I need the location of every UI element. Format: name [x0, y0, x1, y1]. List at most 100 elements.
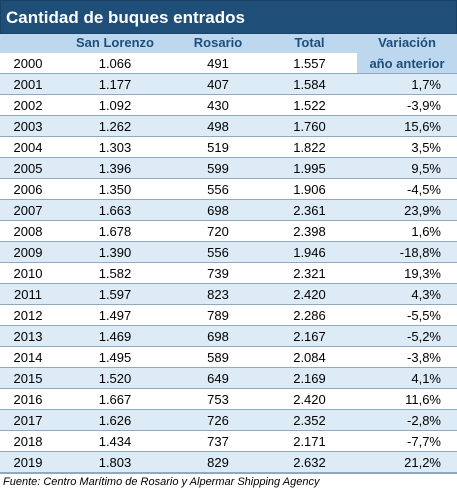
table-row: 2007 1.663 698 2.361 23,9%	[0, 199, 457, 221]
cell-rosario: 698	[174, 325, 262, 347]
cell-san-lorenzo: 1.177	[56, 73, 174, 95]
cell-year: 2012	[0, 304, 56, 326]
cell-total: 1.822	[262, 136, 357, 158]
table-row: 2017 1.626 726 2.352 -2,8%	[0, 409, 457, 431]
table-row: 2009 1.390 556 1.946 -18,8%	[0, 241, 457, 263]
cell-san-lorenzo: 1.390	[56, 241, 174, 263]
cell-rosario: 720	[174, 220, 262, 242]
table-row: 2001 1.177 407 1.584 1,7%	[0, 73, 457, 95]
cell-san-lorenzo: 1.678	[56, 220, 174, 242]
cell-san-lorenzo: 1.303	[56, 136, 174, 158]
data-table: San Lorenzo Rosario Total Variación 2000…	[0, 34, 457, 473]
table-row: 2012 1.497 789 2.286 -5,5%	[0, 304, 457, 326]
cell-year: 2016	[0, 388, 56, 410]
header-san-lorenzo: San Lorenzo	[56, 34, 174, 53]
cell-rosario: 737	[174, 430, 262, 452]
cell-rosario: 823	[174, 283, 262, 305]
header-total: Total	[262, 34, 357, 53]
table-row: 2000 1.066 491 1.557 año anterior	[0, 53, 457, 74]
cell-rosario: 726	[174, 409, 262, 431]
table-title: Cantidad de buques entrados	[0, 0, 457, 34]
cell-year: 2004	[0, 136, 56, 158]
cell-rosario: 829	[174, 451, 262, 473]
table-row: 2003 1.262 498 1.760 15,6%	[0, 115, 457, 137]
cell-total: 2.084	[262, 346, 357, 368]
table-row: 2016 1.667 753 2.420 11,6%	[0, 388, 457, 410]
cell-rosario: 498	[174, 115, 262, 137]
cell-variacion: 19,3%	[357, 262, 457, 284]
header-variacion-line2: año anterior	[357, 53, 457, 74]
cell-variacion: -18,8%	[357, 241, 457, 263]
cell-year: 2000	[0, 53, 56, 74]
cell-san-lorenzo: 1.667	[56, 388, 174, 410]
cell-san-lorenzo: 1.396	[56, 157, 174, 179]
cell-variacion: -5,5%	[357, 304, 457, 326]
cell-san-lorenzo: 1.495	[56, 346, 174, 368]
table-row: 2011 1.597 823 2.420 4,3%	[0, 283, 457, 305]
header-year	[0, 34, 56, 53]
cell-rosario: 649	[174, 367, 262, 389]
cell-variacion: -3,9%	[357, 94, 457, 116]
cell-year: 2018	[0, 430, 56, 452]
cell-year: 2003	[0, 115, 56, 137]
cell-year: 2015	[0, 367, 56, 389]
cell-rosario: 753	[174, 388, 262, 410]
table-row: 2018 1.434 737 2.171 -7,7%	[0, 430, 457, 452]
cell-year: 2002	[0, 94, 56, 116]
cell-total: 1.760	[262, 115, 357, 137]
table-row: 2015 1.520 649 2.169 4,1%	[0, 367, 457, 389]
cell-san-lorenzo: 1.582	[56, 262, 174, 284]
cell-variacion: 1,7%	[357, 73, 457, 95]
cell-rosario: 407	[174, 73, 262, 95]
cell-variacion: 9,5%	[357, 157, 457, 179]
cell-total: 2.352	[262, 409, 357, 431]
cell-rosario: 519	[174, 136, 262, 158]
cell-total: 2.361	[262, 199, 357, 221]
cell-total: 2.398	[262, 220, 357, 242]
cell-variacion: 3,5%	[357, 136, 457, 158]
cell-year: 2005	[0, 157, 56, 179]
cell-year: 2001	[0, 73, 56, 95]
cell-year: 2013	[0, 325, 56, 347]
table-row: 2005 1.396 599 1.995 9,5%	[0, 157, 457, 179]
table-row: 2004 1.303 519 1.822 3,5%	[0, 136, 457, 158]
cell-rosario: 491	[174, 53, 262, 74]
cell-variacion: 15,6%	[357, 115, 457, 137]
cell-variacion: 4,3%	[357, 283, 457, 305]
header-row: San Lorenzo Rosario Total Variación	[0, 34, 457, 53]
cell-san-lorenzo: 1.434	[56, 430, 174, 452]
cell-variacion: -2,8%	[357, 409, 457, 431]
cell-san-lorenzo: 1.092	[56, 94, 174, 116]
cell-variacion: -3,8%	[357, 346, 457, 368]
cell-san-lorenzo: 1.597	[56, 283, 174, 305]
header-variacion: Variación	[357, 34, 457, 53]
cell-total: 2.321	[262, 262, 357, 284]
cell-variacion: 21,2%	[357, 451, 457, 473]
source-note: Fuente: Centro Marítimo de Rosario y Alp…	[0, 473, 457, 490]
cell-year: 2007	[0, 199, 56, 221]
cell-year: 2008	[0, 220, 56, 242]
cell-total: 1.522	[262, 94, 357, 116]
cell-total: 1.995	[262, 157, 357, 179]
cell-rosario: 599	[174, 157, 262, 179]
cell-rosario: 556	[174, 178, 262, 200]
cell-total: 1.557	[262, 53, 357, 74]
table-row: 2008 1.678 720 2.398 1,6%	[0, 220, 457, 242]
table-body: 2000 1.066 491 1.557 año anterior 2001 1.177 40…	[0, 53, 457, 473]
cell-variacion: -5,2%	[357, 325, 457, 347]
cell-rosario: 430	[174, 94, 262, 116]
cell-year: 2019	[0, 451, 56, 473]
cell-total: 1.584	[262, 73, 357, 95]
cell-variacion: 11,6%	[357, 388, 457, 410]
table-row: 2013 1.469 698 2.167 -5,2%	[0, 325, 457, 347]
header-rosario: Rosario	[174, 34, 262, 53]
table-row: 2010 1.582 739 2.321 19,3%	[0, 262, 457, 284]
cell-san-lorenzo: 1.626	[56, 409, 174, 431]
cell-san-lorenzo: 1.497	[56, 304, 174, 326]
cell-total: 2.420	[262, 388, 357, 410]
table-row: 2019 1.803 829 2.632 21,2%	[0, 451, 457, 473]
cell-san-lorenzo: 1.663	[56, 199, 174, 221]
cell-variacion: -4,5%	[357, 178, 457, 200]
cell-rosario: 739	[174, 262, 262, 284]
